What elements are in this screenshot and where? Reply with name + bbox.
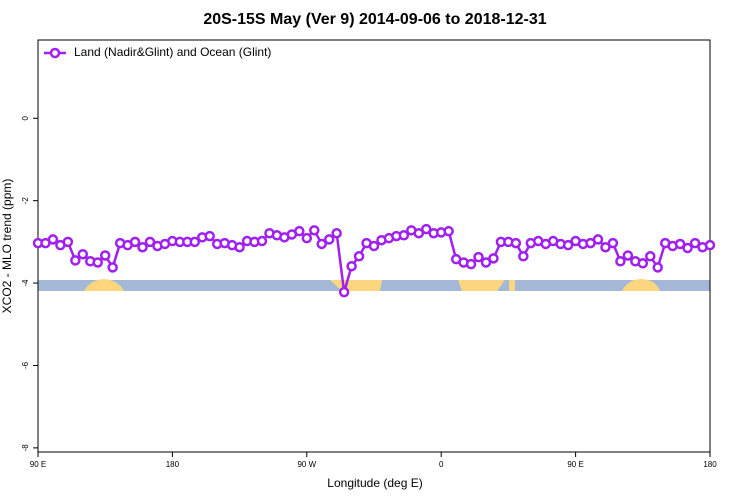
point [480,257,492,268]
point [622,250,634,261]
point [346,260,357,272]
surface-strip [38,279,710,291]
point [689,237,701,249]
y-tick-label: 0 [21,116,30,121]
point [70,255,81,266]
x-axis-label: Longitude (deg E) [327,476,422,490]
y-axis-label: XCO2 - MLO trend (ppm) [0,179,14,314]
point [637,258,649,269]
y-tick-label: -6 [21,361,30,369]
point [368,240,380,252]
point [107,262,118,273]
point [62,236,74,248]
point [645,251,656,262]
point [465,258,477,270]
point [316,238,327,250]
point [562,239,574,251]
point [92,257,103,268]
point [204,230,215,242]
point [674,238,686,250]
point [234,241,245,253]
point [137,241,148,253]
y-tick-label: -2 [21,197,30,205]
legend-label: Land (Nadir&Glint) and Ocean (Glint) [74,45,271,59]
x-tick-label: 90 E [567,460,583,469]
point [704,239,716,251]
x-tick-label: 0 [439,460,444,469]
y-tick-label: -8 [21,444,30,452]
point [256,235,268,247]
point [652,262,663,273]
x-tick-label: 180 [166,460,180,469]
x-tick-label: 90 W [297,460,316,469]
point [331,227,342,239]
point [600,241,611,253]
point [488,253,499,264]
point [144,236,156,248]
point [99,250,111,261]
point [607,237,619,249]
point [518,251,529,262]
point [129,236,141,248]
point [615,255,626,267]
point [77,248,89,260]
x-tick-label: 90 E [30,460,46,469]
point [682,242,693,254]
point [443,225,454,237]
point [309,225,320,236]
point [592,234,604,245]
point [398,230,410,241]
legend-marker [49,47,61,59]
point [301,232,313,244]
point [413,227,425,239]
point [189,236,201,248]
point [338,286,350,298]
chart-title: 20S-15S May (Ver 9) 2014-09-06 to 2018-1… [203,11,546,28]
point [47,234,59,245]
point [421,223,432,235]
point [353,251,365,262]
point [294,225,305,237]
point [510,237,522,249]
y-tick-label: -4 [21,279,30,287]
point [323,234,335,245]
point [473,251,484,263]
x-tick-label: 180 [703,460,717,469]
